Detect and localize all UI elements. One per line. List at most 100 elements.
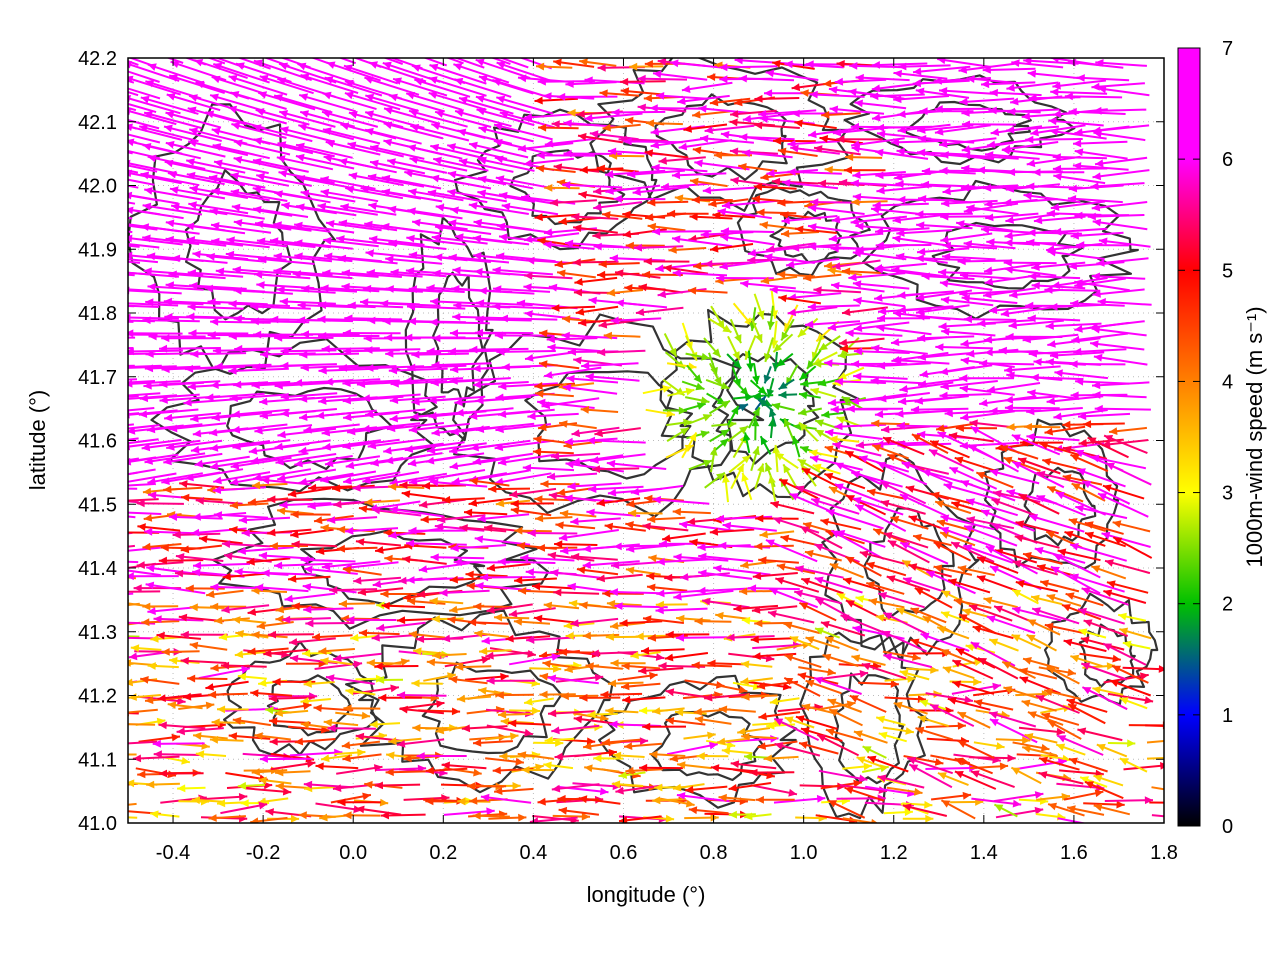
wind-vector	[767, 610, 815, 624]
wind-vector	[1057, 817, 1102, 823]
wind-vector	[147, 63, 205, 85]
wind-vector	[209, 93, 266, 113]
wind-vector	[729, 147, 779, 156]
wind-vector	[255, 108, 310, 126]
wind-vector	[958, 613, 997, 635]
wind-vector	[1054, 369, 1109, 380]
wind-vector	[434, 522, 485, 532]
wind-vector	[687, 413, 713, 425]
wind-vector	[1025, 135, 1083, 144]
wind-vector	[1097, 492, 1149, 518]
wind-vector	[333, 652, 382, 663]
wind-vector	[752, 572, 798, 580]
wind-vector	[806, 349, 822, 370]
wind-vector	[429, 478, 488, 488]
wind-vector	[882, 650, 921, 661]
wind-vector	[765, 69, 819, 81]
wind-vector	[1023, 423, 1061, 431]
wind-vector	[355, 805, 402, 816]
wind-vector	[752, 652, 797, 660]
wind-vector	[233, 139, 291, 156]
wind-vector	[468, 497, 512, 507]
wind-vector	[854, 503, 907, 532]
wind-vector	[698, 569, 753, 580]
wind-vector	[1014, 534, 1060, 549]
wind-vector	[298, 123, 355, 141]
wind-vector	[763, 253, 816, 264]
wind-vector	[486, 562, 531, 572]
wind-vector	[267, 528, 312, 537]
wind-vector	[948, 432, 994, 443]
wind-vector	[645, 119, 683, 128]
wind-vector	[128, 206, 184, 220]
wind-vector	[392, 77, 448, 97]
wind-vector	[665, 688, 712, 699]
wind-vector	[834, 483, 886, 505]
wind-vector	[921, 167, 976, 176]
wind-vector	[474, 267, 530, 277]
wind-vector	[658, 156, 706, 165]
wind-vector	[128, 424, 160, 430]
wind-vector	[940, 212, 993, 221]
wind-vector	[694, 159, 750, 171]
wind-vector	[853, 372, 908, 381]
wind-vector	[273, 252, 333, 263]
wind-vector	[337, 254, 398, 265]
wind-vector	[638, 283, 683, 294]
wind-vector	[797, 317, 819, 338]
wind-vector	[146, 564, 200, 576]
wind-vector	[414, 78, 471, 98]
wind-vector	[128, 90, 139, 97]
wind-vector	[678, 139, 733, 151]
wind-vector	[1074, 148, 1128, 160]
wind-vector	[562, 181, 623, 189]
wind-vector	[128, 392, 161, 397]
wind-vector	[930, 491, 972, 505]
wind-vector	[472, 380, 529, 389]
wind-vector	[708, 399, 731, 415]
wind-vector	[666, 427, 690, 442]
wind-vector	[831, 212, 883, 224]
wind-vector	[718, 705, 756, 714]
wind-vector	[274, 439, 331, 451]
wind-vector	[1106, 580, 1149, 594]
wind-vector	[1003, 258, 1057, 267]
wind-vector	[458, 96, 514, 115]
wind-vector	[938, 137, 997, 148]
wind-vector	[740, 660, 773, 669]
wind-vector	[1064, 92, 1123, 101]
wind-vector	[443, 807, 495, 816]
wind-vector	[315, 802, 363, 814]
wind-vector	[147, 662, 179, 670]
wind-vector	[466, 706, 505, 715]
wind-vector	[322, 269, 379, 278]
y-tick-label: 41.3	[78, 622, 117, 644]
wind-vector	[1103, 589, 1147, 604]
wind-vector	[396, 738, 445, 748]
wind-vector	[130, 644, 162, 653]
wind-vector	[1068, 107, 1126, 116]
wind-vector	[232, 716, 272, 727]
wind-vector	[142, 602, 179, 611]
wind-vector	[261, 476, 312, 486]
wind-vector	[1084, 521, 1124, 535]
wind-vector	[1052, 553, 1101, 579]
wind-vector	[211, 187, 270, 202]
wind-vector	[165, 140, 226, 158]
wind-vector	[128, 302, 179, 307]
wind-vector	[538, 360, 580, 370]
wind-vector	[147, 154, 206, 170]
wind-vector	[543, 601, 580, 610]
wind-vector	[807, 302, 860, 311]
wind-vector	[291, 540, 338, 549]
wind-vector	[870, 92, 925, 101]
wind-vector	[1102, 484, 1145, 500]
wind-vector	[1063, 638, 1107, 653]
wind-vector	[977, 319, 1035, 328]
wind-vector	[379, 299, 441, 308]
wind-vector	[708, 198, 749, 208]
wind-vector	[596, 164, 639, 173]
wind-vector	[845, 329, 903, 338]
wind-vector	[1022, 552, 1063, 565]
